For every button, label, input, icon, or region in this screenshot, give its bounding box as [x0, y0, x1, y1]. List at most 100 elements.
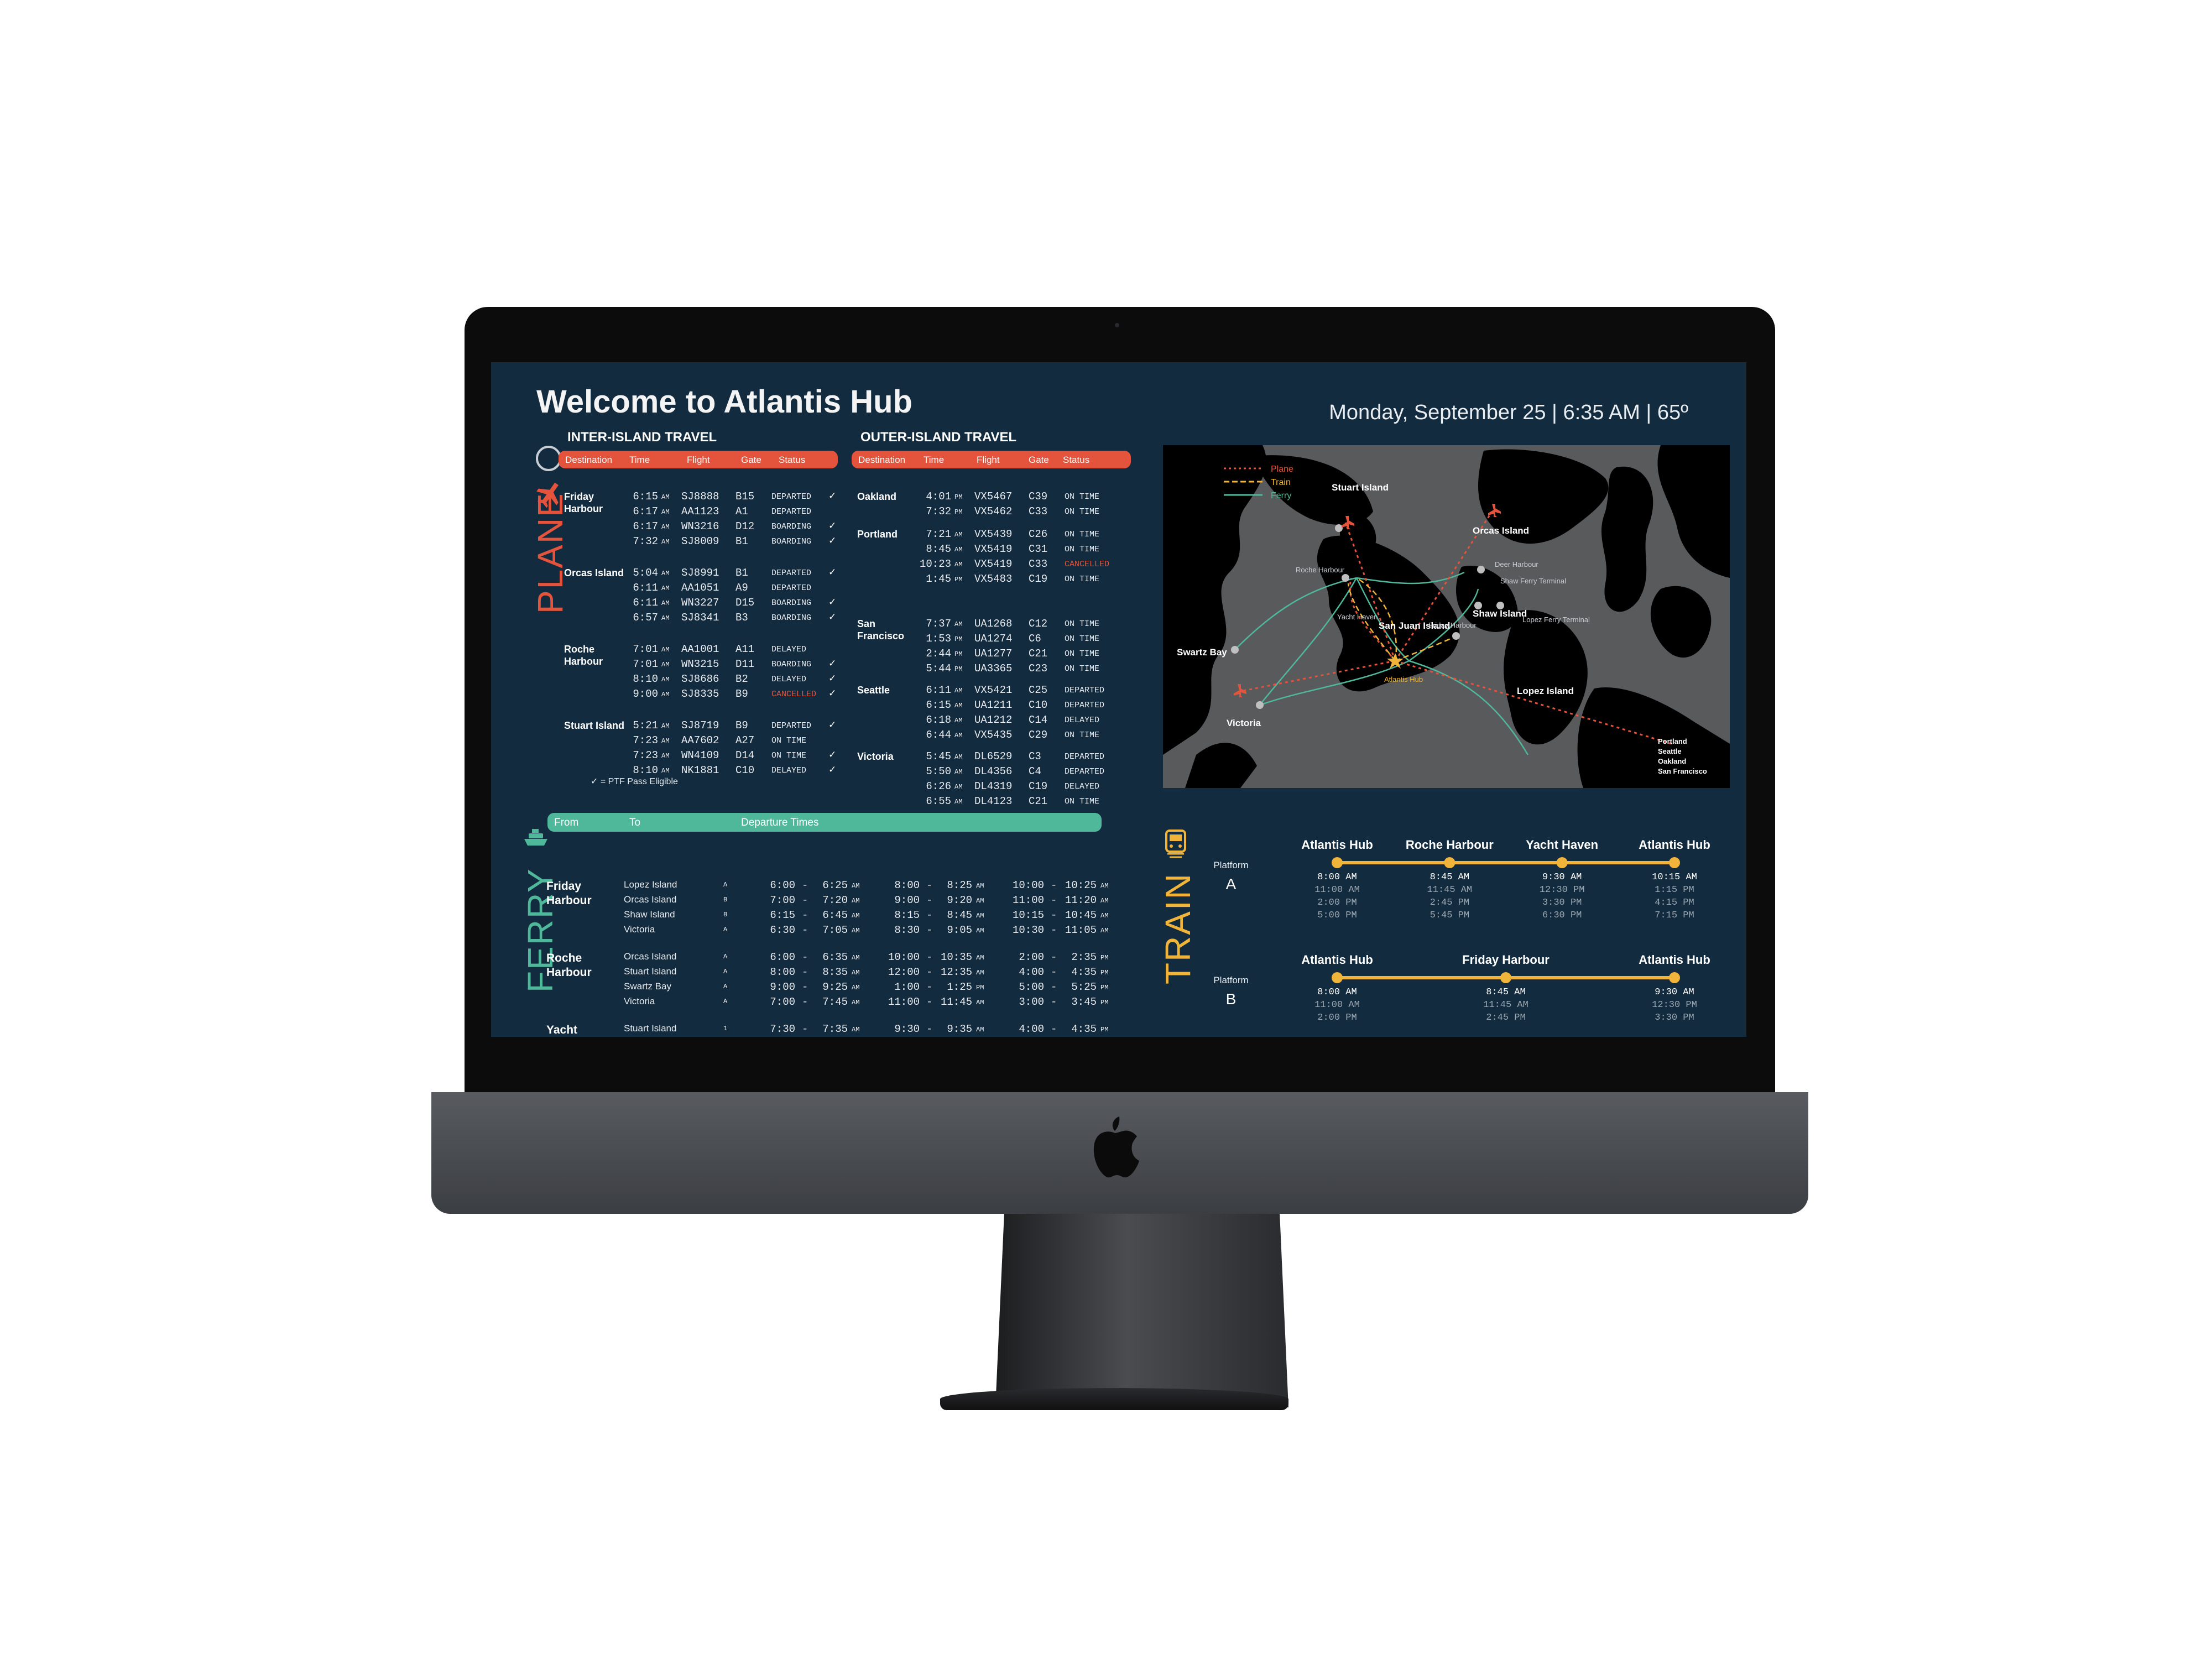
flight-number: UA1274 — [974, 633, 1013, 645]
ferry-depart: 8:15 — [894, 909, 920, 921]
ferry-depart: 9:30 — [894, 1023, 920, 1035]
ferry-depart: 9:00 — [894, 894, 920, 906]
ptf-check-icon: ✓ — [828, 612, 837, 622]
train-routes — [1347, 577, 1457, 662]
display-screen: Welcome to Atlantis Hub Monday, Septembe… — [491, 362, 1746, 1037]
ptf-check-icon: ✓ — [828, 764, 837, 775]
ferry-arrive: 10:35 — [940, 951, 972, 963]
map-label-shaw: Shaw Island — [1473, 608, 1527, 619]
flight-gate: C25 — [1029, 684, 1048, 696]
ferry-ampm: AM — [1100, 882, 1109, 890]
flight-ampm: AM — [661, 676, 670, 684]
flight-ampm: AM — [661, 508, 670, 516]
train-time: 3:30 PM — [1655, 1013, 1694, 1023]
flight-gate: D15 — [735, 597, 755, 609]
flight-gate: B1 — [735, 567, 748, 579]
flight-time: 7:37 — [926, 618, 951, 630]
train-time: 5:00 PM — [1317, 910, 1357, 921]
ferry-ampm: AM — [976, 999, 984, 1006]
ferry-dash: - — [802, 924, 808, 936]
flight-gate: C29 — [1029, 729, 1048, 741]
ferry-arrive: 7:45 — [822, 996, 848, 1008]
monitor-foot — [940, 1388, 1288, 1410]
flight-time: 5:04 — [633, 567, 658, 579]
flight-time: 5:50 — [926, 765, 951, 778]
atlantis-hub-star-icon — [1387, 653, 1404, 669]
train-time: 6:30 PM — [1542, 910, 1582, 921]
flight-number: WN4109 — [681, 749, 719, 761]
flight-number: VX5439 — [974, 528, 1013, 540]
ferry-depart: 8:00 — [894, 879, 920, 891]
flight-status: ON TIME — [1065, 797, 1100, 806]
ferry-depart: 7:30 — [770, 1023, 795, 1035]
outer-island-heading: OUTER-ISLAND TRAVEL — [860, 430, 1017, 445]
ptf-check-icon: ✓ — [828, 719, 837, 730]
legend-plane: Plane — [1271, 465, 1293, 474]
flight-number: WN3215 — [681, 658, 719, 670]
ferry-depart: 4:00 — [1019, 1023, 1044, 1035]
map-dest-seattle: Seattle — [1658, 747, 1682, 755]
flight-status: DEPARTED — [1065, 752, 1105, 761]
flight-number: DL4356 — [974, 765, 1013, 778]
ferry-destination: Swartz Bay — [624, 981, 671, 992]
destination-label: Victoria — [857, 751, 894, 762]
flight-ampm: AM — [954, 768, 963, 776]
flight-ampm: AM — [661, 614, 670, 622]
flight-number: SJ8888 — [681, 491, 719, 503]
map-landmasses — [1163, 445, 1730, 788]
destination-label: Portland — [857, 529, 898, 540]
flight-gate: B9 — [735, 719, 748, 732]
ptf-check-icon: ✓ — [828, 658, 837, 669]
ferry-ampm: AM — [1100, 897, 1109, 905]
flight-number: SJ8991 — [681, 567, 719, 579]
flight-status: BOARDING — [771, 522, 812, 531]
ferry-dash: - — [802, 996, 808, 1008]
flight-gate: C39 — [1029, 491, 1048, 503]
station-name: Yacht Haven — [1526, 838, 1599, 852]
flight-number: VX5421 — [974, 684, 1013, 696]
flight-status: CANCELLED — [1065, 560, 1110, 569]
col-destination: Destination — [565, 455, 613, 465]
ferry-depart: 10:15 — [1012, 909, 1044, 921]
flight-status: ON TIME — [1065, 492, 1100, 502]
flight-ampm: PM — [954, 508, 963, 516]
map-dest-oakland: Oakland — [1658, 757, 1686, 765]
ferry-origin: Roche Harbour — [546, 952, 592, 979]
flight-status: CANCELLED — [771, 690, 817, 699]
ferry-ampm: AM — [976, 897, 984, 905]
train-icon — [1165, 830, 1186, 858]
destination-label: Friday Harbour — [564, 491, 603, 514]
flight-time: 6:11 — [633, 597, 658, 609]
train-time: 11:00 AM — [1314, 1000, 1360, 1010]
inter-island-header: Destination Time Flight Gate Status — [559, 451, 838, 468]
ferry-depart: 2:00 — [1019, 951, 1044, 963]
flight-time: 6:55 — [926, 795, 951, 807]
flight-ampm: AM — [661, 570, 670, 577]
flight-status: ON TIME — [1065, 545, 1100, 554]
map-label-roche: Roche Harbour — [1296, 566, 1345, 574]
flight-number: SJ8341 — [681, 612, 719, 624]
camera — [1115, 323, 1119, 327]
ferry-arrive: 4:35 — [1071, 966, 1097, 978]
ferry-dash: - — [1051, 879, 1057, 891]
flight-number: VX5435 — [974, 729, 1013, 741]
flight-time: 6:15 — [926, 699, 951, 711]
flight-ampm: PM — [954, 635, 963, 643]
train-time: 11:45 AM — [1483, 1000, 1528, 1010]
train-time: 3:30 PM — [1542, 898, 1582, 908]
ferry-ampm: AM — [976, 927, 984, 935]
flight-time: 8:10 — [633, 764, 658, 776]
flight-status: ON TIME — [1065, 575, 1100, 584]
flight-number: AA1051 — [681, 582, 719, 594]
ferry-dash: - — [802, 909, 808, 921]
ferry-depart: 1:00 — [894, 981, 920, 993]
ferry-arrive: 9:05 — [947, 924, 972, 936]
flight-gate: A1 — [735, 505, 748, 518]
flight-gate: D11 — [735, 658, 755, 670]
ferry-dash: - — [802, 894, 808, 906]
flight-number: UA1268 — [974, 618, 1013, 630]
flight-number: VX5483 — [974, 573, 1013, 585]
ferry-destination: Orcas Island — [624, 894, 677, 905]
ferry-arrive: 8:45 — [947, 909, 972, 921]
flight-number: UA3365 — [974, 662, 1013, 675]
